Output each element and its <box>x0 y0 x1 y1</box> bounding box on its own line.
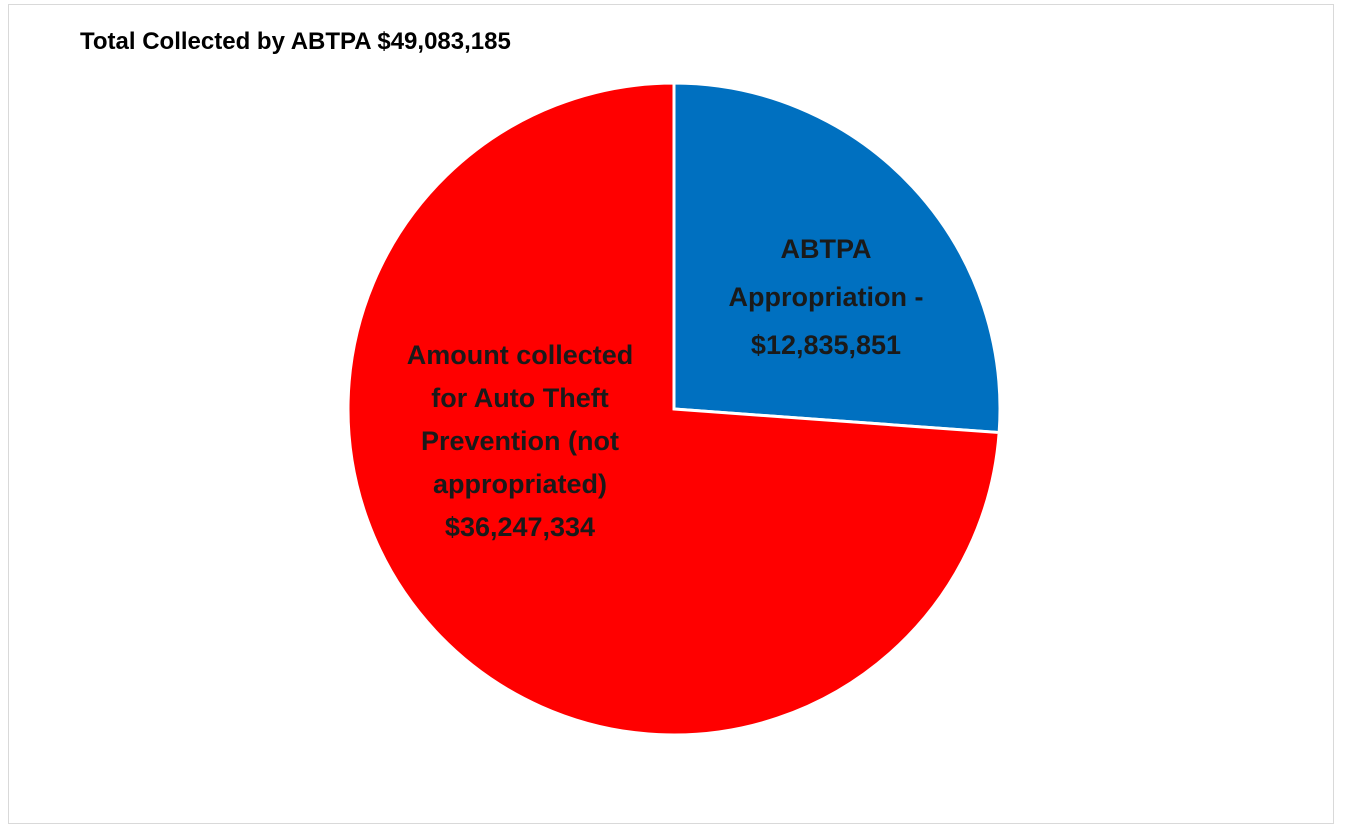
pie-slice <box>672 81 1002 435</box>
chart-title: Total Collected by ABTPA $49,083,185 <box>80 28 511 55</box>
slice-data-label: ABTPA Appropriation -$12,835,851 <box>729 234 924 360</box>
slice-data-label: Amount collected for Auto Theft Prevention… <box>407 340 634 542</box>
pie-slice <box>346 81 1001 737</box>
